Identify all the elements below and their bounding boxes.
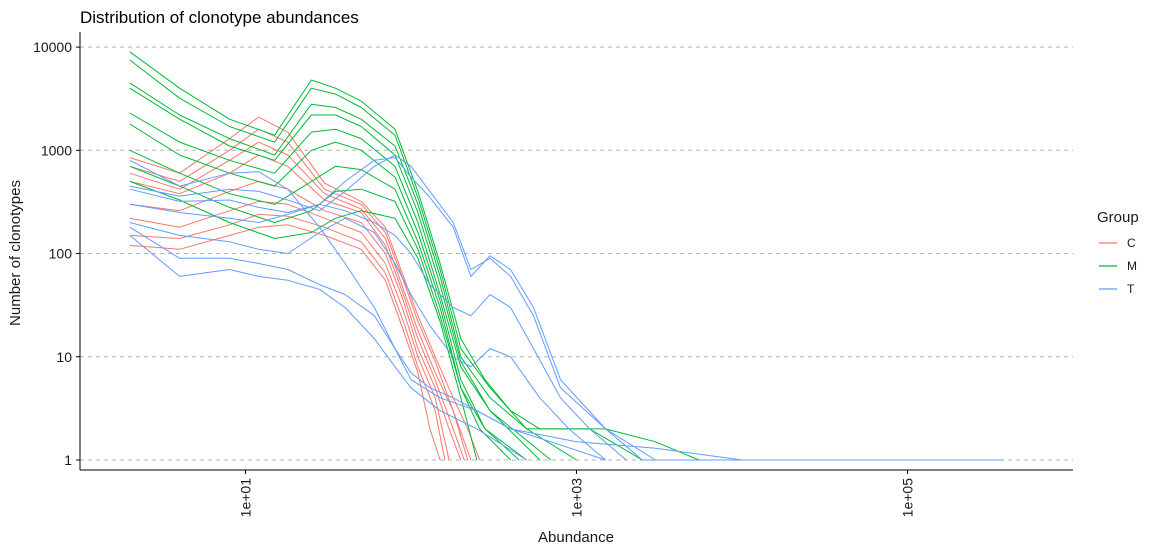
- series-line-M-15: [129, 165, 511, 461]
- series-line-C-6: [129, 213, 446, 461]
- legend-label-C: C: [1127, 236, 1136, 250]
- y-tick-label: 10: [56, 349, 72, 365]
- legend-label-T: T: [1127, 282, 1135, 296]
- y-tick-label: 10000: [33, 39, 72, 55]
- series-line-M-9: [129, 59, 643, 461]
- series-line-C-0: [129, 116, 481, 461]
- series-line-T-22: [129, 226, 606, 461]
- axes: [79, 32, 1073, 471]
- series-line-T-18: [129, 154, 958, 461]
- gridlines: [80, 46, 1073, 461]
- y-tick-label: 1: [64, 452, 72, 468]
- series-line-M-16: [129, 180, 478, 461]
- legend-label-M: M: [1127, 259, 1137, 273]
- series-line-T-17: [129, 159, 1004, 461]
- series-line-C-5: [129, 200, 450, 461]
- ticks: 1 10 100 1000 10000 1e+01 1e+03 1e+05: [33, 39, 915, 517]
- y-tick-label: 100: [49, 246, 73, 262]
- x-tick-label: 1e+01: [238, 478, 254, 518]
- series-line-C-7: [129, 224, 441, 461]
- x-tick-label: 1e+03: [569, 478, 585, 518]
- series-line-C-1: [129, 128, 472, 461]
- y-axis-label: Number of clonotypes: [7, 180, 24, 326]
- chart-title: Distribution of clonotype abundances: [80, 8, 359, 27]
- series-layer: [129, 51, 1004, 461]
- y-tick-label: 1000: [41, 142, 72, 158]
- x-axis-label: Abundance: [538, 529, 614, 546]
- series-line-C-4: [129, 180, 462, 461]
- series-line-M-13: [129, 123, 527, 461]
- series-line-M-10: [129, 82, 577, 461]
- legend: Group CMT: [1097, 209, 1139, 296]
- series-line-M-8: [129, 51, 700, 461]
- series-line-T-23: [129, 235, 527, 461]
- series-line-T-19: [129, 157, 908, 461]
- x-tick-label: 1e+05: [900, 478, 916, 518]
- series-line-T-20: [129, 203, 627, 461]
- series-line-M-12: [129, 112, 541, 461]
- series-line-T-21: [129, 217, 606, 461]
- legend-title: Group: [1097, 209, 1139, 226]
